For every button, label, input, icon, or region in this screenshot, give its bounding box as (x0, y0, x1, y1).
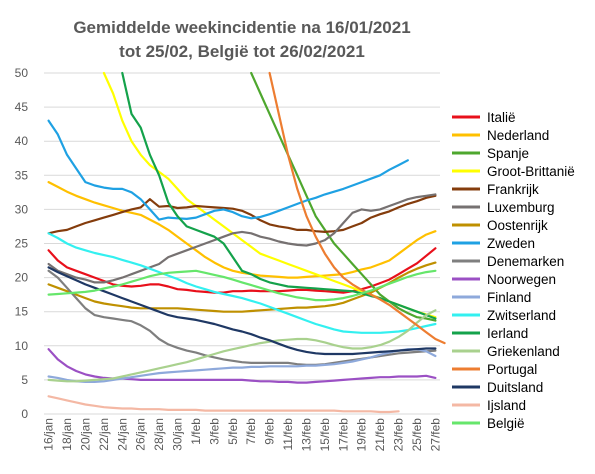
x-tick-label: 22/jan (97, 418, 111, 451)
legend-label: Spanje (487, 146, 529, 161)
x-tick-label: 16/jan (42, 418, 56, 451)
x-tick-label: 3/feb (207, 418, 221, 445)
series-line-belgië (47, 269, 437, 302)
legend-label: Griekenland (487, 344, 560, 359)
chart-title-line-1: Gemiddelde weekincidentie na 16/01/2021 (73, 18, 410, 37)
y-tick-label: 15 (15, 305, 29, 319)
y-tick-label: 20 (15, 271, 29, 285)
legend-label: Luxemburg (487, 200, 555, 215)
series-line-finland (47, 348, 437, 383)
plot-area (47, 71, 446, 414)
x-tick-label: 24/jan (115, 418, 129, 451)
legend-label: Noorwegen (487, 272, 556, 287)
series-line-frankrijk (47, 194, 437, 235)
y-tick-label: 5 (21, 373, 28, 387)
series-line-nederland (47, 181, 437, 279)
y-axis-ticks: 0 5 10 15 20 25 30 35 40 45 50 (15, 66, 29, 421)
series-line-oostenrijk (47, 261, 437, 313)
x-tick-label: 20/jan (78, 418, 92, 451)
y-tick-label: 40 (15, 134, 29, 148)
x-tick-label: 23/feb (392, 418, 406, 452)
y-tick-label: 0 (21, 407, 28, 421)
x-tick-label: 17/feb (336, 418, 350, 452)
legend-label: Italië (487, 110, 516, 125)
y-tick-label: 10 (15, 339, 29, 353)
legend-label: Finland (487, 290, 531, 305)
legend-label: Zweden (487, 236, 535, 251)
y-tick-label: 45 (15, 100, 29, 114)
x-tick-label: 28/jan (152, 418, 166, 451)
series-line-zweden (47, 119, 409, 221)
legend-label: Oostenrijk (487, 218, 548, 233)
series-line-ierland (121, 71, 437, 320)
y-tick-label: 25 (15, 237, 29, 251)
x-tick-label: 21/feb (373, 418, 387, 452)
x-axis-ticks: 16/jan 18/jan 20/jan 22/jan 24/jan 26/jan 28/j… (42, 418, 443, 452)
x-tick-label: 19/feb (355, 418, 369, 452)
x-tick-label: 9/feb (263, 418, 277, 445)
legend-label: Groot-Brittanië (487, 164, 575, 179)
legend-label: Portugal (487, 362, 537, 377)
x-tick-label: 26/jan (134, 418, 148, 451)
series-line-spanje (250, 71, 437, 322)
x-tick-label: 11/feb (281, 418, 295, 451)
y-tick-label: 35 (15, 168, 29, 182)
legend-label: België (487, 416, 525, 431)
y-tick-label: 30 (15, 202, 29, 216)
series-line-ijsland (47, 395, 400, 414)
legend: Italië Nederland Spanje Groot-Brittanië Fran… (452, 110, 575, 431)
series-line-portugal (268, 71, 446, 345)
legend-label: Frankrijk (487, 182, 539, 197)
x-tick-label: 7/feb (244, 418, 258, 445)
series-line-noorwegen (47, 348, 437, 384)
x-tick-label: 30/jan (171, 418, 185, 451)
legend-label: Nederland (487, 128, 549, 143)
chart-title-line-2: tot 25/02, België tot 26/02/2021 (119, 42, 365, 61)
legend-label: Ierland (487, 326, 528, 341)
legend-label: Duitsland (487, 380, 543, 395)
x-tick-label: 5/feb (226, 418, 240, 445)
series-line-zwitserland (47, 232, 437, 334)
y-tick-label: 50 (15, 66, 29, 80)
legend-label: Denemarken (487, 254, 564, 269)
series-line-duitsland (47, 266, 437, 356)
x-tick-label: 13/feb (299, 418, 313, 452)
legend-label: Ijsland (487, 398, 526, 413)
series-line-luxemburg (47, 193, 437, 284)
x-tick-label: 1/feb (189, 418, 203, 445)
legend-label: Zwitserland (487, 308, 556, 323)
series-line-griekenland (47, 309, 437, 383)
x-tick-label: 25/feb (410, 418, 424, 452)
x-tick-label: 27/feb (428, 418, 442, 452)
x-tick-label: 15/feb (318, 418, 332, 452)
x-tick-label: 18/jan (60, 418, 74, 451)
series-line-italië (47, 247, 437, 294)
